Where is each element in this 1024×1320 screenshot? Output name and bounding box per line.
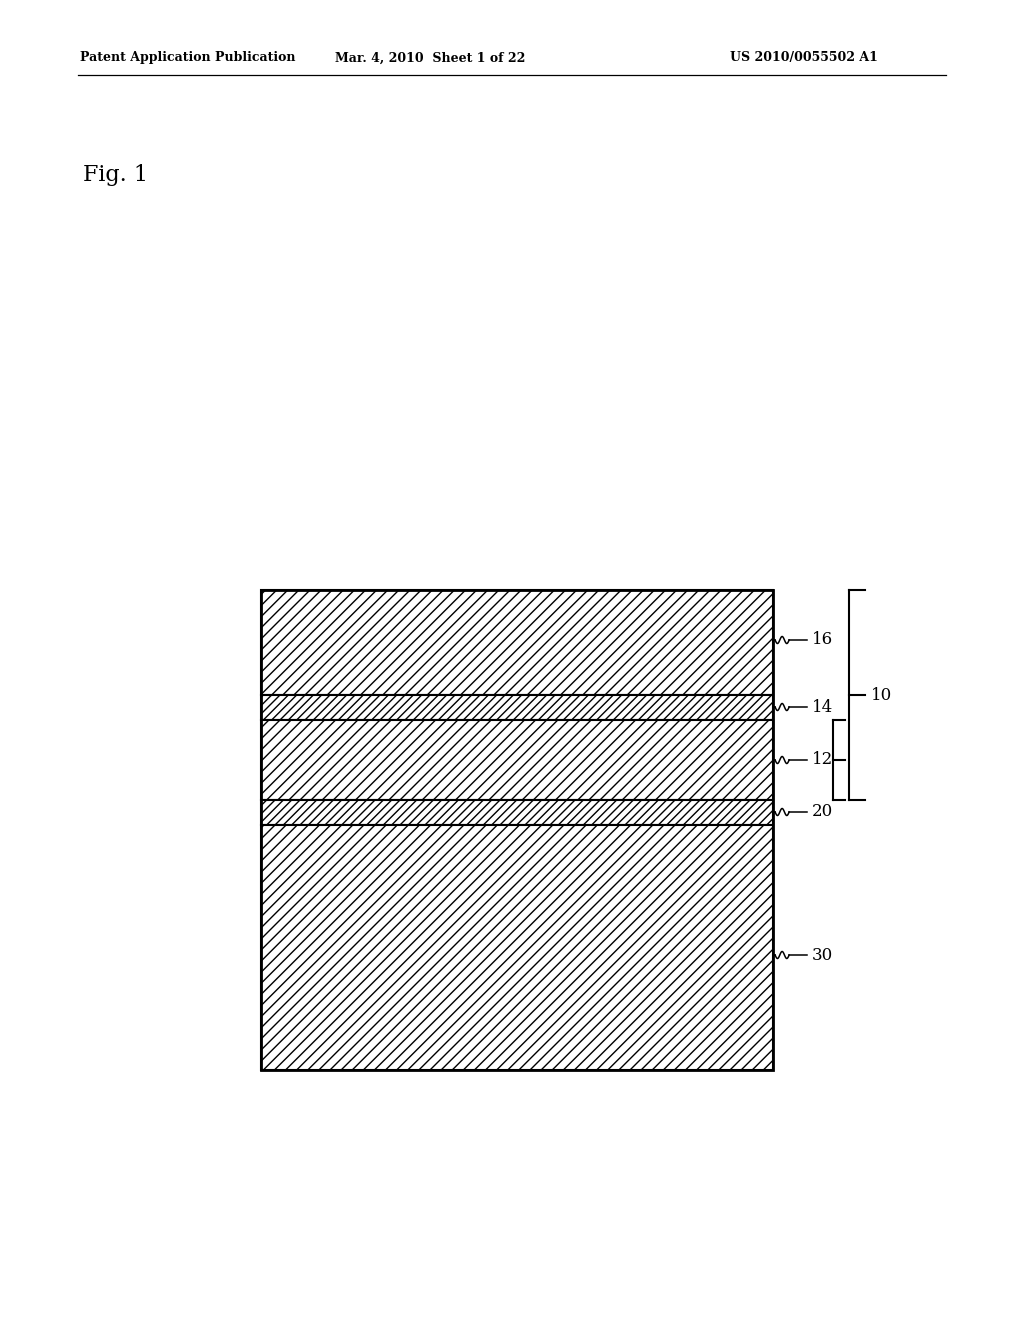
Bar — [261, 590, 773, 1071]
Text: Patent Application Publication: Patent Application Publication — [80, 51, 296, 65]
Bar — [261, 590, 773, 696]
Bar — [261, 719, 773, 800]
Text: 12: 12 — [812, 751, 834, 768]
Bar — [261, 825, 773, 1071]
Text: US 2010/0055502 A1: US 2010/0055502 A1 — [730, 51, 878, 65]
Text: 20: 20 — [812, 804, 834, 821]
Text: Fig. 1: Fig. 1 — [83, 164, 148, 186]
Bar — [261, 696, 773, 719]
Text: 14: 14 — [812, 698, 834, 715]
Text: 16: 16 — [812, 631, 834, 648]
Text: Mar. 4, 2010  Sheet 1 of 22: Mar. 4, 2010 Sheet 1 of 22 — [335, 51, 525, 65]
Text: 10: 10 — [871, 686, 892, 704]
Bar — [261, 800, 773, 825]
Text: 30: 30 — [812, 946, 834, 964]
